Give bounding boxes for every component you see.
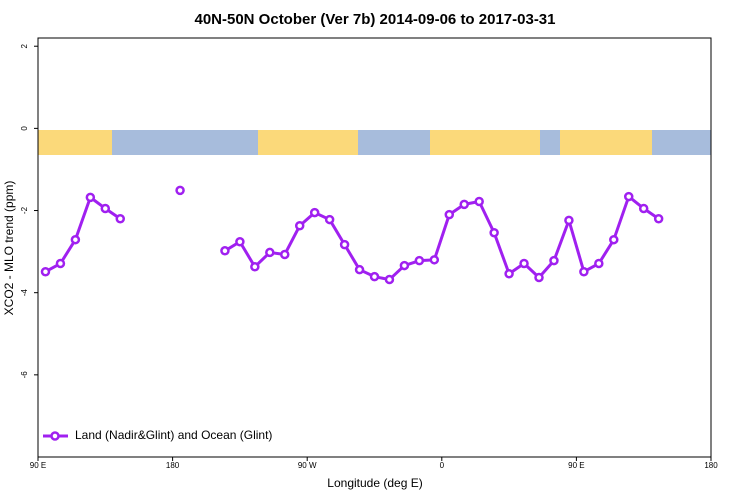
chart-title: 40N-50N October (Ver 7b) 2014-09-06 to 2…	[194, 11, 555, 28]
y-tick-label: -4	[20, 289, 29, 297]
x-tick-label: 180	[166, 461, 180, 470]
data-point	[309, 207, 320, 218]
data-point	[265, 247, 275, 258]
data-point	[399, 260, 410, 271]
data-point	[579, 266, 589, 277]
data-point	[653, 213, 664, 224]
data-point	[85, 192, 96, 203]
data-point	[534, 272, 544, 283]
x-axis-label: Longitude (deg E)	[327, 476, 422, 490]
data-point	[70, 234, 81, 245]
data-point	[220, 246, 230, 256]
data-point	[369, 271, 380, 282]
y-axis-label: XCO2 - MLO trend (ppm)	[2, 181, 16, 316]
data-point	[235, 236, 245, 247]
data-point	[354, 264, 365, 275]
series-line	[44, 195, 660, 282]
x-tick-label: 180	[704, 461, 718, 470]
y-tick-label: 2	[20, 43, 29, 48]
data-point	[294, 220, 305, 231]
data-point	[564, 215, 574, 226]
data-point	[100, 203, 111, 214]
map-strip	[38, 130, 711, 155]
data-point	[115, 213, 126, 224]
data-point	[609, 234, 619, 245]
data-point	[519, 258, 529, 269]
data-point	[414, 255, 425, 266]
y-tick-label: -2	[20, 206, 29, 214]
data-point	[280, 249, 290, 260]
data-point	[549, 255, 559, 266]
data-point	[444, 209, 455, 220]
x-tick-label: 90 E	[568, 461, 584, 470]
data-point	[324, 214, 335, 225]
x-tick-label: 0	[440, 461, 445, 470]
data-point	[474, 196, 484, 207]
data-point	[489, 227, 499, 238]
data-point	[175, 185, 185, 196]
legend-label: Land (Nadir&Glint) and Ocean (Glint)	[75, 428, 272, 442]
data-point	[638, 203, 649, 214]
x-tick-label: 90 E	[30, 461, 46, 470]
data-point	[504, 269, 514, 279]
x-tick-label: 90 W	[298, 461, 317, 470]
data-point	[594, 258, 604, 269]
y-tick-label: 0	[20, 126, 29, 131]
data-point	[623, 191, 634, 202]
y-tick-label: -6	[20, 371, 29, 379]
data-point	[384, 274, 395, 285]
legend-marker	[50, 431, 60, 441]
data-point	[250, 262, 260, 272]
data-point	[55, 258, 66, 269]
data-point	[339, 239, 350, 250]
plot-frame	[37, 37, 712, 458]
data-point	[459, 199, 469, 210]
data-point	[429, 255, 440, 265]
data-point	[40, 266, 51, 277]
